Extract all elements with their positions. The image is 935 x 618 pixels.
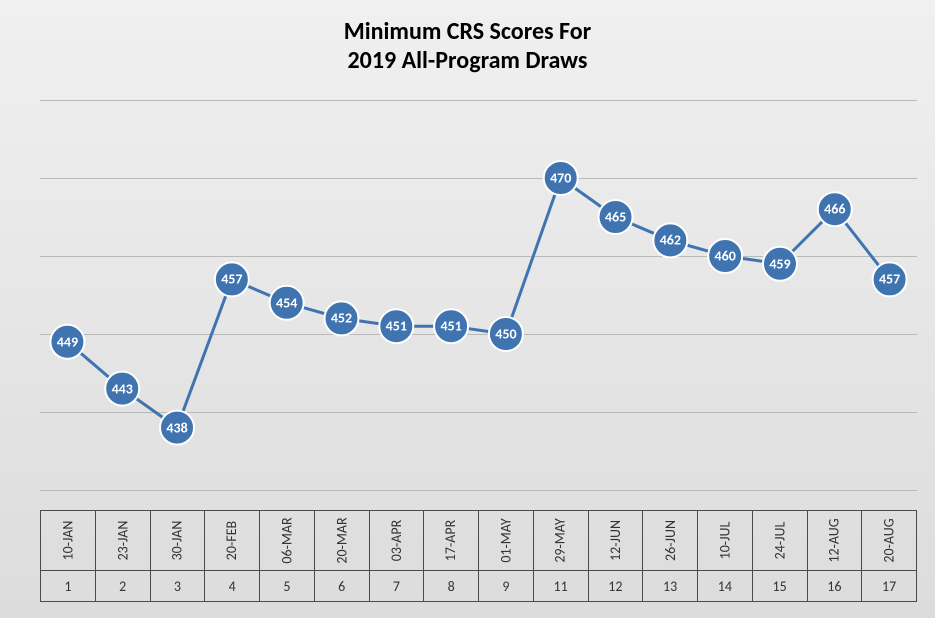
x-axis-index: 17 [862, 571, 916, 601]
x-axis-cell: 06-MAR5 [260, 511, 315, 601]
x-axis-date: 23-JAN [96, 511, 150, 571]
x-axis-cell: 20-AUG17 [862, 511, 916, 601]
x-axis-date: 12-AUG [808, 511, 862, 571]
x-axis-date: 01-MAY [479, 511, 533, 571]
x-axis-cell: 30-JAN3 [151, 511, 206, 601]
x-axis: 10-JAN123-JAN230-JAN320-FEB406-MAR520-MA… [40, 510, 917, 602]
x-axis-cell: 29-MAY11 [534, 511, 589, 601]
x-axis-date: 12-JUN [589, 511, 643, 571]
x-axis-index: 3 [151, 571, 205, 601]
x-axis-date: 20-AUG [862, 511, 916, 571]
x-axis-cell: 12-JUN12 [589, 511, 644, 601]
x-axis-index: 15 [753, 571, 807, 601]
x-axis-index: 2 [96, 571, 150, 601]
x-axis-cell: 26-JUN13 [643, 511, 698, 601]
x-axis-cell: 12-AUG16 [808, 511, 863, 601]
x-axis-cell: 24-JUL15 [753, 511, 808, 601]
x-axis-index: 9 [479, 571, 533, 601]
chart-title-line1: Minimum CRS Scores For [344, 17, 591, 46]
x-axis-date: 06-MAR [260, 511, 314, 571]
x-axis-index: 8 [424, 571, 478, 601]
x-axis-cell: 23-JAN2 [96, 511, 151, 601]
x-axis-date: 20-MAR [315, 511, 369, 571]
x-axis-index: 1 [41, 571, 95, 601]
x-axis-index: 16 [808, 571, 862, 601]
x-axis-date: 29-MAY [534, 511, 588, 571]
x-axis-cell: 20-MAR6 [315, 511, 370, 601]
x-axis-cell: 17-APR8 [424, 511, 479, 601]
x-axis-index: 11 [534, 571, 588, 601]
x-axis-index: 5 [260, 571, 314, 601]
chart-title-line2: 2019 All-Program Draws [348, 46, 588, 75]
x-axis-index: 13 [643, 571, 697, 601]
x-axis-index: 7 [370, 571, 424, 601]
plot-area [40, 100, 917, 490]
grid-line [40, 334, 917, 335]
x-axis-date: 26-JUN [643, 511, 697, 571]
grid-line [40, 412, 917, 413]
x-axis-cell: 01-MAY9 [479, 511, 534, 601]
x-axis-index: 14 [698, 571, 752, 601]
x-axis-index: 12 [589, 571, 643, 601]
x-axis-date: 17-APR [424, 511, 478, 571]
grid-line [40, 100, 917, 101]
x-axis-cell: 10-JAN1 [41, 511, 96, 601]
x-axis-date: 20-FEB [205, 511, 259, 571]
grid-line [40, 256, 917, 257]
grid-line [40, 178, 917, 179]
x-axis-index: 4 [205, 571, 259, 601]
x-axis-cell: 20-FEB4 [205, 511, 260, 601]
x-axis-date: 24-JUL [753, 511, 807, 571]
x-axis-cell: 03-APR7 [370, 511, 425, 601]
chart-container: Minimum CRS Scores For 2019 All-Program … [0, 0, 935, 618]
x-axis-date: 03-APR [370, 511, 424, 571]
x-axis-date: 10-JAN [41, 511, 95, 571]
x-axis-date: 10-JUL [698, 511, 752, 571]
x-axis-index: 6 [315, 571, 369, 601]
x-axis-cell: 10-JUL14 [698, 511, 753, 601]
grid-line [40, 490, 917, 491]
x-axis-date: 30-JAN [151, 511, 205, 571]
chart-title: Minimum CRS Scores For 2019 All-Program … [0, 18, 935, 76]
